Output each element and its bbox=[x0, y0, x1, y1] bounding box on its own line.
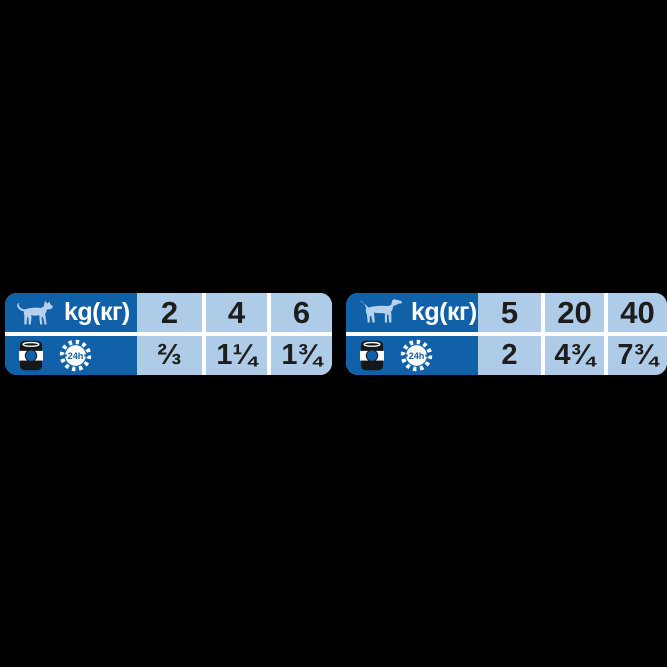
unit-label: kg(кг) bbox=[411, 298, 477, 326]
24h-clock-label: 24h bbox=[68, 351, 84, 361]
24h-clock-label: 24h bbox=[409, 351, 425, 361]
food-can-icon bbox=[19, 340, 43, 371]
cat-portion-header: 24h bbox=[5, 336, 137, 375]
cat-portion-col-2: 1¼ bbox=[202, 336, 267, 375]
dog-portion-col-2: 4¾ bbox=[541, 336, 604, 375]
dog-weight-col-1: 5 bbox=[478, 293, 541, 332]
cat-icon bbox=[17, 300, 53, 324]
cat-weight-col-2: 4 bbox=[202, 293, 267, 332]
food-can-icon bbox=[360, 340, 384, 371]
dog-weight-col-2: 20 bbox=[541, 293, 604, 332]
cat-weight-header: kg(кг) bbox=[5, 293, 137, 332]
dog-feeding-table: kg(кг) 5 20 40 24h 2 4¾ 7¾ bbox=[346, 293, 667, 375]
24h-clock-icon: 24h bbox=[59, 339, 92, 372]
dog-weight-header: kg(кг) bbox=[346, 293, 478, 332]
cat-weight-col-3: 6 bbox=[267, 293, 332, 332]
cat-portion-col-1: ⅔ bbox=[137, 336, 202, 375]
dog-portion-col-3: 7¾ bbox=[604, 336, 667, 375]
cat-weight-col-1: 2 bbox=[137, 293, 202, 332]
24h-clock-icon: 24h bbox=[400, 339, 433, 372]
unit-label: kg(кг) bbox=[64, 298, 130, 326]
cat-portion-col-3: 1¾ bbox=[267, 336, 332, 375]
dog-icon bbox=[359, 299, 403, 323]
row-divider bbox=[5, 332, 332, 336]
dog-portion-header: 24h bbox=[346, 336, 478, 375]
dog-portion-col-1: 2 bbox=[478, 336, 541, 375]
dog-weight-col-3: 40 bbox=[604, 293, 667, 332]
cat-feeding-table: kg(кг) 2 4 6 24h ⅔ 1¼ 1¾ bbox=[5, 293, 332, 375]
feeding-guide-band: kg(кг) 2 4 6 24h ⅔ 1¼ 1¾ bbox=[5, 293, 667, 375]
row-divider bbox=[346, 332, 667, 336]
